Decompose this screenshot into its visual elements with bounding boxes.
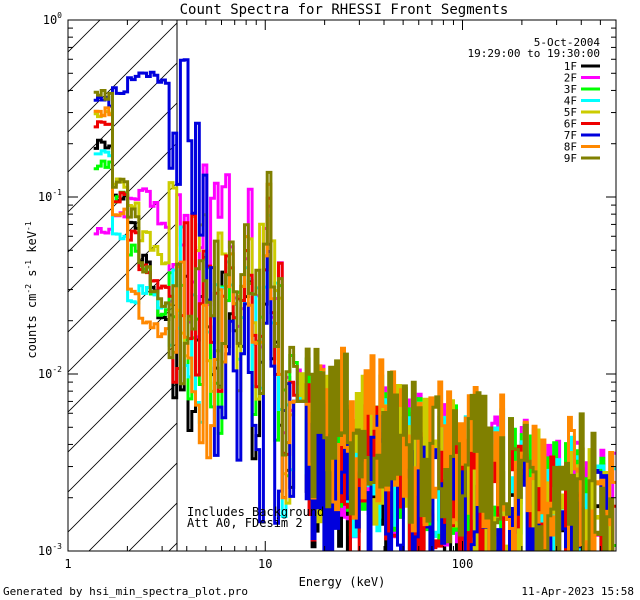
legend-label-9F: 9F [564, 152, 577, 165]
y-tick-label: 100 [43, 11, 62, 27]
x-tick-label: 10 [258, 557, 272, 571]
y-tick-label: 10-1 [38, 188, 62, 204]
footer-timestamp: 11-Apr-2023 15:58 [521, 585, 634, 598]
legend-label-1F: 1F [564, 60, 577, 73]
chart-title: Count Spectra for RHESSI Front Segments [180, 2, 509, 18]
annotation-background: Includes Background [187, 505, 324, 519]
legend-label-4F: 4F [564, 95, 577, 108]
ylabel-part-4: -1 [24, 260, 33, 270]
legend-label-5F: 5F [564, 106, 577, 119]
ylabel-part-6: -1 [24, 221, 33, 231]
series-layer [93, 58, 616, 551]
ylabel-part-2: -2 [24, 284, 33, 294]
annotation-attenuator: Att A0, FDesim 2 [187, 516, 303, 530]
ylabel-part-5: keV [25, 231, 39, 260]
y-tick-label: 10-3 [38, 542, 62, 558]
x-axis-label: Energy (keV) [299, 575, 386, 589]
observation-date: 5-Oct-2004 [534, 36, 601, 49]
footer-generated-by: Generated by hsi_min_spectra_plot.pro [3, 585, 248, 598]
y-axis-label: counts cm-2 s-1 keV-1 [24, 221, 39, 358]
ylabel-part-3: s [25, 270, 39, 284]
ylabel-part-1: counts cm [25, 294, 39, 359]
x-tick-label: 1 [64, 557, 71, 571]
legend-label-8F: 8F [564, 141, 577, 154]
observation-time-range: 19:29:00 to 19:30:00 [468, 47, 600, 60]
x-tick-label: 100 [452, 557, 474, 571]
legend-label-6F: 6F [564, 118, 577, 131]
legend-label-2F: 2F [564, 72, 577, 85]
plot-frame [67, 19, 617, 552]
legend-label-7F: 7F [564, 129, 577, 142]
series-line-9F [93, 89, 615, 551]
legend-label-3F: 3F [564, 83, 577, 96]
y-tick-label: 10-2 [38, 365, 62, 381]
axis-layer: 1 10 100 10-3 10-2 10-1 100 [38, 11, 617, 571]
